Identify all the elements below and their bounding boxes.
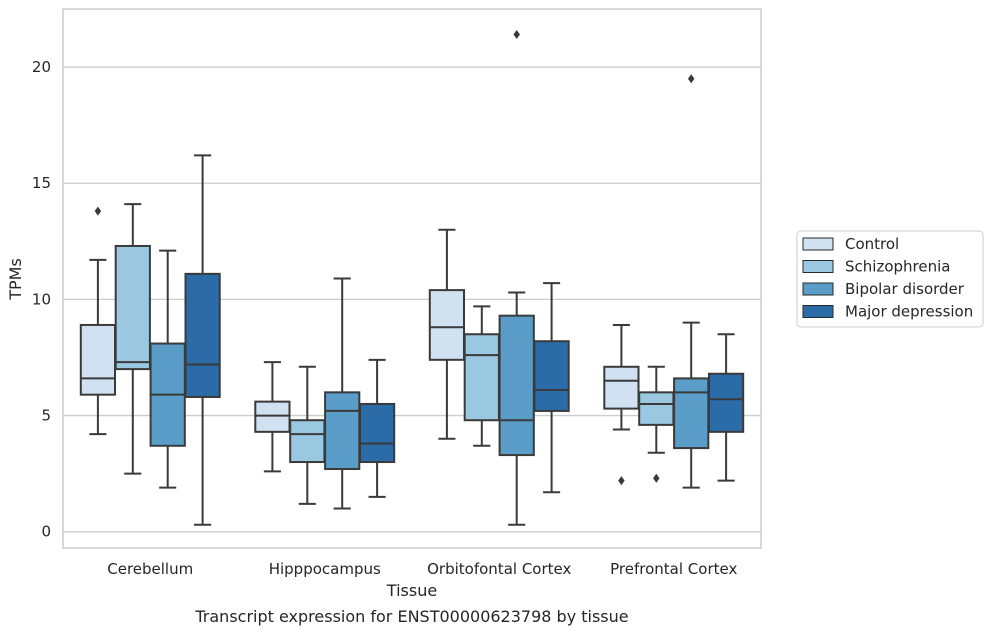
legend-swatch	[802, 305, 834, 318]
iqr-box	[638, 391, 675, 426]
legend-label: Schizophrenia	[845, 258, 950, 276]
box-control	[254, 361, 291, 473]
iqr-box	[289, 419, 326, 464]
y-tick-label: 5	[41, 407, 51, 425]
y-tick-label: 15	[32, 174, 51, 192]
box-schizophrenia	[114, 203, 151, 475]
outlier-point	[653, 473, 660, 483]
x-tick-label: Prefrontal Cortex	[610, 560, 737, 578]
iqr-box	[498, 314, 535, 457]
x-tick-label: Orbitofontal Cortex	[427, 560, 571, 578]
plot-frame	[62, 8, 762, 549]
box-groups	[79, 30, 745, 526]
box-schizophrenia	[638, 365, 675, 483]
iqr-box	[358, 402, 396, 464]
iqr-box	[533, 340, 570, 412]
iqr-box	[79, 323, 117, 396]
iqr-box	[707, 372, 745, 433]
chart-caption: Transcript expression for ENST0000062379…	[194, 607, 628, 626]
iqr-box	[324, 391, 361, 471]
x-tick-label: Cerebellum	[107, 560, 193, 578]
legend-label: Control	[845, 235, 899, 253]
x-axis-label: Tissue	[386, 581, 437, 600]
iqr-box	[463, 333, 500, 422]
box-major-depression	[707, 333, 745, 482]
y-tick-labels: 0 5 10 15 20	[32, 58, 51, 541]
iqr-box	[428, 289, 466, 361]
legend: Control Schizophrenia Bipolar disorder Majo…	[796, 230, 984, 328]
box-bipolar-disorder	[673, 74, 710, 489]
iqr-box	[114, 244, 151, 371]
legend-swatch	[802, 282, 834, 296]
iqr-box	[254, 400, 291, 433]
box-bipolar-disorder	[498, 30, 535, 526]
box-major-depression	[184, 154, 221, 526]
y-axis-label: TPMs	[6, 258, 25, 301]
legend-label: Bipolar disorder	[845, 280, 965, 298]
x-tick-label: Hipppocampus	[269, 560, 381, 578]
outlier-point	[513, 30, 520, 40]
box-major-depression	[533, 282, 570, 494]
box-control	[79, 206, 117, 436]
y-tick-label: 10	[32, 290, 51, 308]
x-tick-labels: Cerebellum Hipppocampus Orbitofontal Corte…	[107, 560, 737, 578]
legend-swatch	[802, 260, 834, 273]
box-schizophrenia	[463, 305, 500, 447]
box-bipolar-disorder	[149, 249, 186, 489]
outlier-point	[618, 476, 625, 486]
y-tick-label: 0	[41, 523, 51, 541]
legend-swatch	[802, 237, 834, 251]
box-control	[603, 323, 640, 486]
outlier-point	[687, 74, 695, 84]
iqr-box	[184, 272, 221, 398]
legend-label: Major depression	[845, 303, 973, 321]
outlier-point	[94, 206, 102, 216]
legend-frame	[796, 230, 984, 328]
y-tick-label: 20	[32, 58, 51, 76]
box-major-depression	[358, 358, 396, 498]
box-control	[428, 228, 466, 440]
iqr-box	[673, 377, 710, 450]
iqr-box	[603, 365, 640, 410]
box-bipolar-disorder	[324, 277, 361, 510]
